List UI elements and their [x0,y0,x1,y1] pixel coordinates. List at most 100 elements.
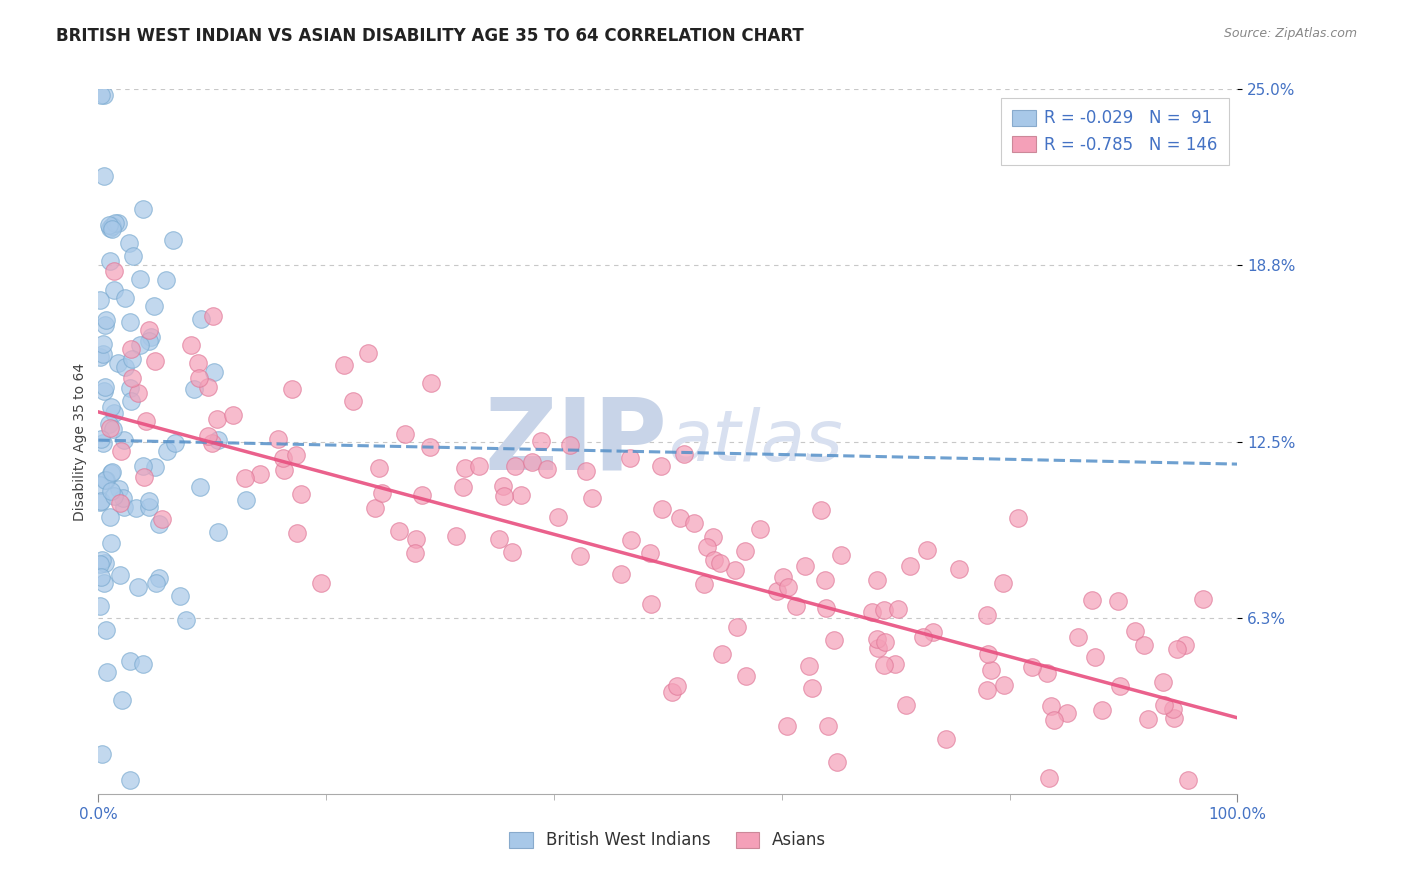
Point [1132,638,1154,652]
Text: Source: ZipAtlas.com: Source: ZipAtlas.com [1223,27,1357,40]
Point [494,489,516,503]
Point [101,466,124,480]
Point [90,553,112,567]
Point [118,654,141,668]
Point [120,772,142,787]
Point [187,371,209,385]
Point [976,608,998,623]
Point [112,500,135,514]
Point [90,494,112,508]
Point [156,444,179,458]
Point [776,580,799,594]
Point [776,719,799,733]
Point [94,473,117,487]
Point [468,459,491,474]
Point [1123,624,1146,639]
Point [672,447,695,461]
Point [342,393,364,408]
Point [285,448,308,462]
Point [89,350,111,364]
Point [183,383,205,397]
Point [610,566,633,581]
Point [451,480,474,494]
Point [825,756,848,770]
Point [96,665,118,679]
Point [155,273,177,287]
Y-axis label: Disability Age 35 to 64: Disability Age 35 to 64 [73,362,87,521]
Point [666,679,689,693]
Point [1152,674,1174,689]
Point [935,731,957,746]
Point [1177,772,1199,787]
Point [110,443,132,458]
Point [129,272,152,286]
Point [1021,660,1043,674]
Point [91,436,114,450]
Point [100,467,122,481]
Legend: British West Indians, Asians: British West Indians, Asians [502,825,834,856]
Point [98,253,121,268]
Point [89,293,111,307]
Point [127,386,149,401]
Point [454,461,477,475]
Point [100,400,122,414]
Point [120,342,142,356]
Point [814,573,837,587]
Point [724,563,747,577]
Point [271,450,294,465]
Point [114,359,136,374]
Point [138,500,160,514]
Point [364,501,387,516]
Point [121,352,143,367]
Point [766,583,789,598]
Point [915,543,938,558]
Point [174,613,197,627]
Point [100,535,122,549]
Point [1056,706,1078,721]
Point [148,517,170,532]
Point [1084,650,1107,665]
Point [103,283,125,297]
Point [749,522,772,536]
Point [309,575,332,590]
Point [1161,702,1184,716]
Point [501,545,523,559]
Point [132,657,155,672]
Point [111,693,134,707]
Point [793,558,815,573]
Point [202,365,225,379]
Point [118,381,141,395]
Point [103,263,125,277]
Point [581,491,603,506]
Point [356,346,378,360]
Point [90,570,112,584]
Point [188,480,211,494]
Point [1109,679,1132,693]
Point [197,379,219,393]
Point [620,533,643,547]
Text: ZIP: ZIP [485,393,668,490]
Point [132,202,155,217]
Point [860,605,883,619]
Point [97,417,120,432]
Point [233,471,256,485]
Point [368,461,391,475]
Point [103,489,125,503]
Point [898,558,921,573]
Point [108,495,131,509]
Point [510,488,533,502]
Point [129,338,152,352]
Point [110,568,132,582]
Point [101,222,124,236]
Point [190,312,212,326]
Point [640,598,662,612]
Point [94,556,117,570]
Point [127,580,149,594]
Point [89,495,111,509]
Point [411,487,433,501]
Point [650,458,672,473]
Point [186,356,208,370]
Point [873,603,896,617]
Point [89,599,111,614]
Point [107,216,129,230]
